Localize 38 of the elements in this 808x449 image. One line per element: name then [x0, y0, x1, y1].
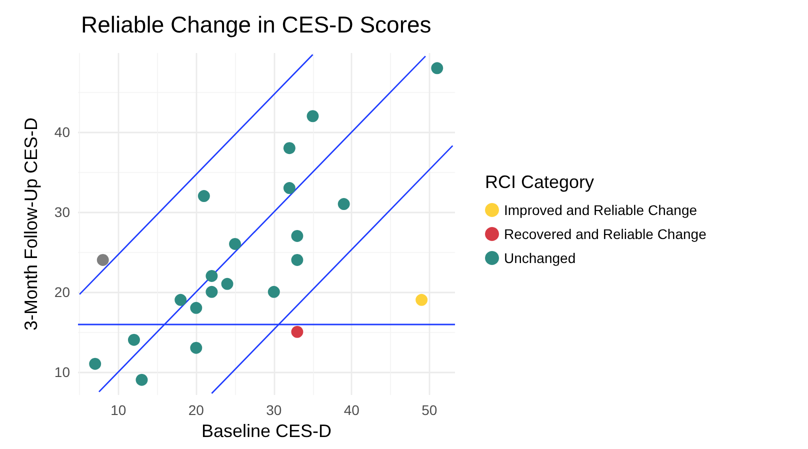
point — [136, 374, 148, 386]
point — [198, 190, 210, 202]
point — [96, 254, 109, 266]
chart-title: Reliable Change in CES-D Scores — [81, 12, 432, 38]
point — [190, 342, 202, 354]
point — [338, 198, 350, 210]
point — [89, 358, 102, 370]
x-tick-label: 50 — [422, 402, 438, 418]
x-tick-label: 10 — [110, 402, 126, 418]
point — [431, 62, 444, 74]
y-tick-label: 20 — [54, 284, 70, 300]
legend-label: Unchanged — [504, 250, 576, 266]
x-axis-title: Baseline CES-D — [201, 420, 332, 441]
legend-label: Improved and Reliable Change — [504, 202, 698, 218]
point — [416, 294, 428, 306]
point — [268, 286, 280, 298]
point — [221, 278, 234, 290]
point — [190, 302, 202, 314]
point — [291, 230, 304, 242]
point — [291, 254, 304, 266]
point — [128, 334, 140, 346]
point — [283, 142, 296, 154]
legend-label: Recovered and Reliable Change — [504, 226, 707, 242]
y-tick-label: 10 — [54, 364, 70, 380]
y-tick-label: 30 — [54, 204, 70, 220]
x-tick-label: 20 — [188, 402, 204, 418]
point — [306, 110, 319, 122]
legend-title: RCI Category — [485, 172, 594, 192]
point — [283, 182, 296, 194]
point — [206, 270, 218, 282]
point — [291, 326, 304, 338]
y-tick-label: 40 — [54, 124, 70, 140]
point — [206, 286, 218, 298]
point — [174, 294, 187, 306]
point — [229, 238, 242, 250]
y-axis-title: 3-Month Follow-Up CES-D — [21, 117, 41, 331]
x-tick-label: 40 — [344, 402, 360, 418]
x-tick-label: 30 — [266, 402, 282, 418]
